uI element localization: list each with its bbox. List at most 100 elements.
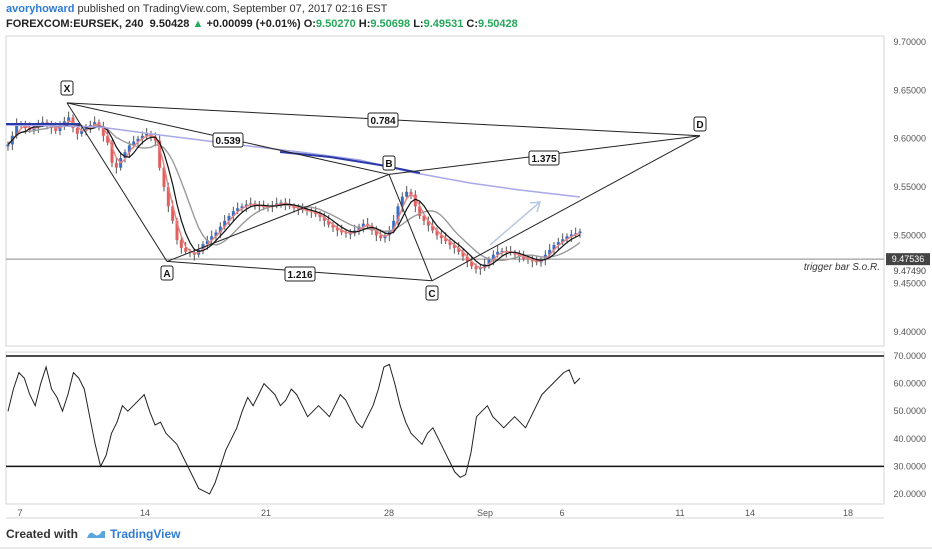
candle-body — [84, 127, 88, 131]
candle-body — [179, 240, 183, 248]
oscillator-axis-tick-label: 20.0000 — [893, 489, 926, 499]
author-link[interactable]: avoryhoward — [6, 3, 75, 15]
footer: Created with TradingView — [6, 527, 180, 541]
price-axis-tick-label: 9.50000 — [893, 230, 926, 240]
candle-body — [370, 225, 374, 231]
candle-body — [535, 261, 539, 263]
candle-body — [387, 230, 391, 236]
candle-body — [175, 220, 179, 241]
time-axis-tick-label: 7 — [17, 508, 22, 518]
last-price: 9.50428 — [149, 18, 190, 30]
candle-body — [145, 133, 149, 136]
candle-body — [236, 208, 240, 212]
published-text: published on TradingView.com, September … — [77, 3, 388, 15]
candle-body — [413, 194, 417, 207]
ohlc-legend: FOREXCOM:EURSEK, 240 9.50428 ▲ +0.00099 … — [6, 18, 518, 30]
candle-body — [93, 122, 97, 126]
candle-body — [569, 234, 573, 237]
candle-body — [322, 216, 326, 221]
ratio-box — [528, 150, 560, 166]
high-value: 9.50698 — [370, 18, 411, 30]
ratio-box — [284, 266, 316, 282]
candle-body — [210, 236, 214, 241]
candle-body — [379, 235, 383, 239]
candle-body — [6, 144, 10, 147]
candle-body — [318, 214, 322, 217]
blue-level-mid — [279, 151, 421, 174]
time-axis-tick-label: 14 — [140, 508, 150, 518]
candle-body — [496, 251, 500, 255]
moving-average-lavender — [5, 124, 581, 198]
candle-body — [574, 233, 578, 235]
candle-body — [578, 231, 582, 234]
candle-body — [214, 232, 218, 237]
tradingview-logo-icon — [87, 531, 106, 538]
price-axis-tick-label: 9.45000 — [893, 279, 926, 289]
candle-body — [409, 191, 413, 195]
pattern-point-a: A — [163, 269, 170, 280]
candle-body — [249, 203, 253, 205]
candle-body — [405, 191, 409, 197]
candle-body — [15, 124, 19, 136]
candle-body — [171, 206, 175, 221]
time-axis-tick-label: 6 — [559, 508, 564, 518]
candle-body — [140, 135, 144, 139]
time-axis-tick-label: 18 — [843, 508, 853, 518]
change-value: +0.00099 (+0.01%) — [206, 18, 301, 30]
candle-body — [457, 247, 461, 252]
ratio-box — [212, 132, 244, 148]
candle-body — [231, 211, 235, 216]
price-axis-tick-label: 9.60000 — [893, 134, 926, 144]
candle-body — [205, 240, 209, 245]
tradingview-brand-link[interactable]: TradingView — [110, 527, 181, 541]
time-axis-tick-label: 14 — [745, 508, 755, 518]
candle-body — [361, 223, 365, 227]
candle-body — [227, 216, 231, 221]
candle-body — [158, 140, 162, 168]
ratio-label: 1.375 — [531, 154, 556, 165]
candle-body — [522, 256, 526, 259]
low-value: 9.49531 — [423, 18, 464, 30]
candle-body — [452, 245, 456, 248]
candle-body — [444, 238, 448, 242]
main-pane-frame — [5, 35, 885, 347]
candle-body — [110, 142, 114, 163]
pattern-point-c: C — [428, 289, 435, 300]
candle-body — [67, 117, 71, 122]
close-label: C: — [466, 18, 479, 30]
candle-body — [184, 247, 188, 252]
candle-body — [335, 227, 339, 231]
price-axis-tick-label: 9.40000 — [893, 327, 926, 337]
oscillator-axis-tick-label: 70.0000 — [893, 351, 926, 361]
pattern-point-box-b — [382, 155, 396, 171]
candle-body — [166, 187, 170, 207]
candle-body — [465, 256, 469, 262]
candle-body — [565, 236, 569, 240]
candle-body — [162, 167, 166, 187]
pattern-point-d: D — [696, 120, 703, 131]
candle-body — [240, 206, 244, 209]
candle-body — [491, 254, 495, 260]
price-axis-tick-label: 9.65000 — [893, 85, 926, 95]
projection-arrow — [489, 201, 541, 246]
candle-body — [556, 242, 560, 245]
candle-body — [279, 202, 283, 204]
publish-info: avoryhoward published on TradingView.com… — [6, 3, 387, 15]
candle-body — [244, 204, 248, 207]
pattern-leg-xa — [66, 102, 168, 262]
candle-body — [327, 220, 331, 225]
price-tag-trigger: 9.47536 — [892, 254, 925, 264]
projection-arrow-head — [529, 201, 542, 213]
symbol-label: FOREXCOM:EURSEK, 240 — [6, 18, 144, 30]
created-with-text: Created with — [6, 527, 79, 541]
low-label: L: — [413, 18, 424, 30]
price-tag-box — [886, 253, 930, 266]
candle-body — [136, 138, 140, 142]
time-axis-tick-label: 21 — [261, 508, 271, 518]
candle-body — [422, 216, 426, 221]
candle-body — [340, 230, 344, 233]
ratio-label: 0.784 — [370, 116, 395, 127]
price-tag-secondary: 9.47490 — [893, 266, 926, 276]
candle-body — [292, 206, 296, 209]
